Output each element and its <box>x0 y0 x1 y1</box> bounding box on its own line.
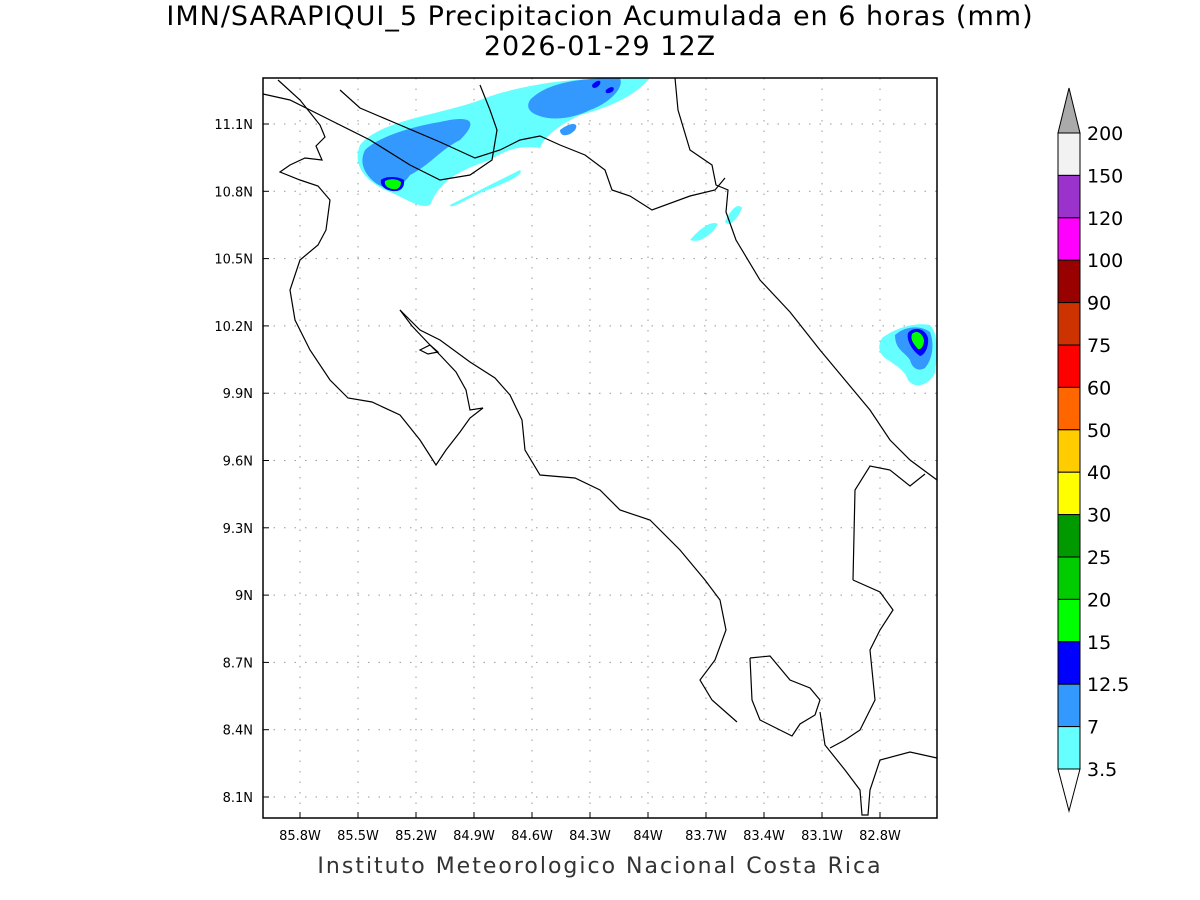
legend-label: 150 <box>1087 165 1123 187</box>
legend-label: 7 <box>1087 717 1099 739</box>
legend-swatch <box>1057 641 1081 685</box>
legend-swatch <box>1057 259 1081 304</box>
legend-swatch <box>1057 386 1081 431</box>
lat-tick-label: 8.7N <box>223 656 253 671</box>
graticule <box>263 78 937 818</box>
legend-label: 30 <box>1087 505 1111 527</box>
legend-label: 120 <box>1087 208 1123 230</box>
legend-swatch <box>1057 302 1081 346</box>
legend-swatch <box>1057 344 1081 388</box>
legend-label: 75 <box>1087 335 1111 357</box>
precip-area-12.5 <box>592 80 614 94</box>
lat-tick-label: 10.8N <box>214 185 253 200</box>
precip-area-15 <box>384 179 401 190</box>
plot-frame <box>262 77 938 819</box>
lon-tick-label: 84.9W <box>453 829 495 844</box>
legend-swatch <box>1057 471 1081 516</box>
lat-tick-label: 9.9N <box>223 387 253 402</box>
lat-tick-label: 8.4N <box>223 724 253 739</box>
lon-tick-label: 83.7W <box>685 829 727 844</box>
color-legend: 200 150 120 100 90 75 60 50 40 30 25 20 15 12.5 7 3.5 <box>1057 87 1129 813</box>
lon-tick-label: 85.2W <box>395 829 437 844</box>
osa-peninsula <box>749 655 821 737</box>
precip-area-3.5 <box>690 222 718 241</box>
axis-labels: 85.8W 85.5W 85.2W 84.9W 84.6W 84.3W 84W 83.7W 83… <box>214 118 901 844</box>
legend-swatch <box>1057 217 1081 261</box>
lon-tick-label: 82.8W <box>859 829 901 844</box>
precip-area-3.5 <box>450 170 521 207</box>
lon-tick-label: 85.5W <box>337 829 379 844</box>
lat-tick-label: 9.6N <box>223 455 253 470</box>
legend-label: 100 <box>1087 250 1123 272</box>
lat-tick-label: 10.5N <box>214 253 253 268</box>
panama-border <box>829 465 926 749</box>
precip-area-7 <box>528 78 621 119</box>
legend-label: 90 <box>1087 293 1111 315</box>
legend-swatch <box>1057 726 1081 770</box>
legend-label: 50 <box>1087 420 1111 442</box>
pacific-coast-north <box>277 79 484 467</box>
precip-area-15 <box>911 332 924 350</box>
lat-tick-label: 9N <box>235 589 253 604</box>
lon-tick-label: 84W <box>633 829 663 844</box>
precipitation-fields <box>357 78 938 386</box>
legend-swatch <box>1057 132 1081 176</box>
caribbean-coast <box>674 77 938 481</box>
legend-swatch <box>1057 514 1081 558</box>
lon-tick-label: 85.8W <box>279 829 321 844</box>
lat-tick-label: 11.1N <box>214 118 253 133</box>
legend-swatch <box>1057 598 1081 643</box>
burica-coast <box>819 711 938 816</box>
legend-label: 15 <box>1087 632 1111 654</box>
legend-over-arrow <box>1057 87 1081 134</box>
pacific-coast-central <box>399 309 738 723</box>
lon-tick-label: 84.6W <box>511 829 553 844</box>
gulf-island <box>418 344 440 355</box>
lon-tick-label: 84.3W <box>569 829 611 844</box>
legend-swatch <box>1057 683 1081 728</box>
legend-label: 40 <box>1087 462 1111 484</box>
precip-area-7 <box>362 119 471 188</box>
nicaragua-border <box>339 89 726 211</box>
precip-area-7 <box>560 124 577 136</box>
legend-label: 3.5 <box>1087 759 1117 781</box>
legend-swatch <box>1057 174 1081 219</box>
lon-tick-label: 83.4W <box>743 829 785 844</box>
legend-label: 25 <box>1087 547 1111 569</box>
credit-footer: Instituto Meteorologico Nacional Costa R… <box>317 854 883 879</box>
map-title: IMN/SARAPIQUI_5 Precipitacion Acumulada … <box>166 1 1034 32</box>
lat-tick-label: 9.3N <box>223 522 253 537</box>
legend-label: 200 <box>1087 123 1123 145</box>
coastlines-and-borders <box>262 77 938 816</box>
legend-label: 20 <box>1087 589 1111 611</box>
lake-nicaragua-shore <box>262 84 498 181</box>
lat-tick-label: 8.1N <box>223 791 253 806</box>
map-subtitle: 2026-01-29 12Z <box>483 31 717 62</box>
legend-swatch <box>1057 556 1081 600</box>
lon-tick-label: 83.1W <box>801 829 843 844</box>
legend-label: 60 <box>1087 377 1111 399</box>
legend-swatch <box>1057 429 1081 473</box>
lat-tick-label: 10.2N <box>214 320 253 335</box>
legend-under-arrow <box>1057 768 1081 813</box>
legend-label: 12.5 <box>1087 674 1129 696</box>
